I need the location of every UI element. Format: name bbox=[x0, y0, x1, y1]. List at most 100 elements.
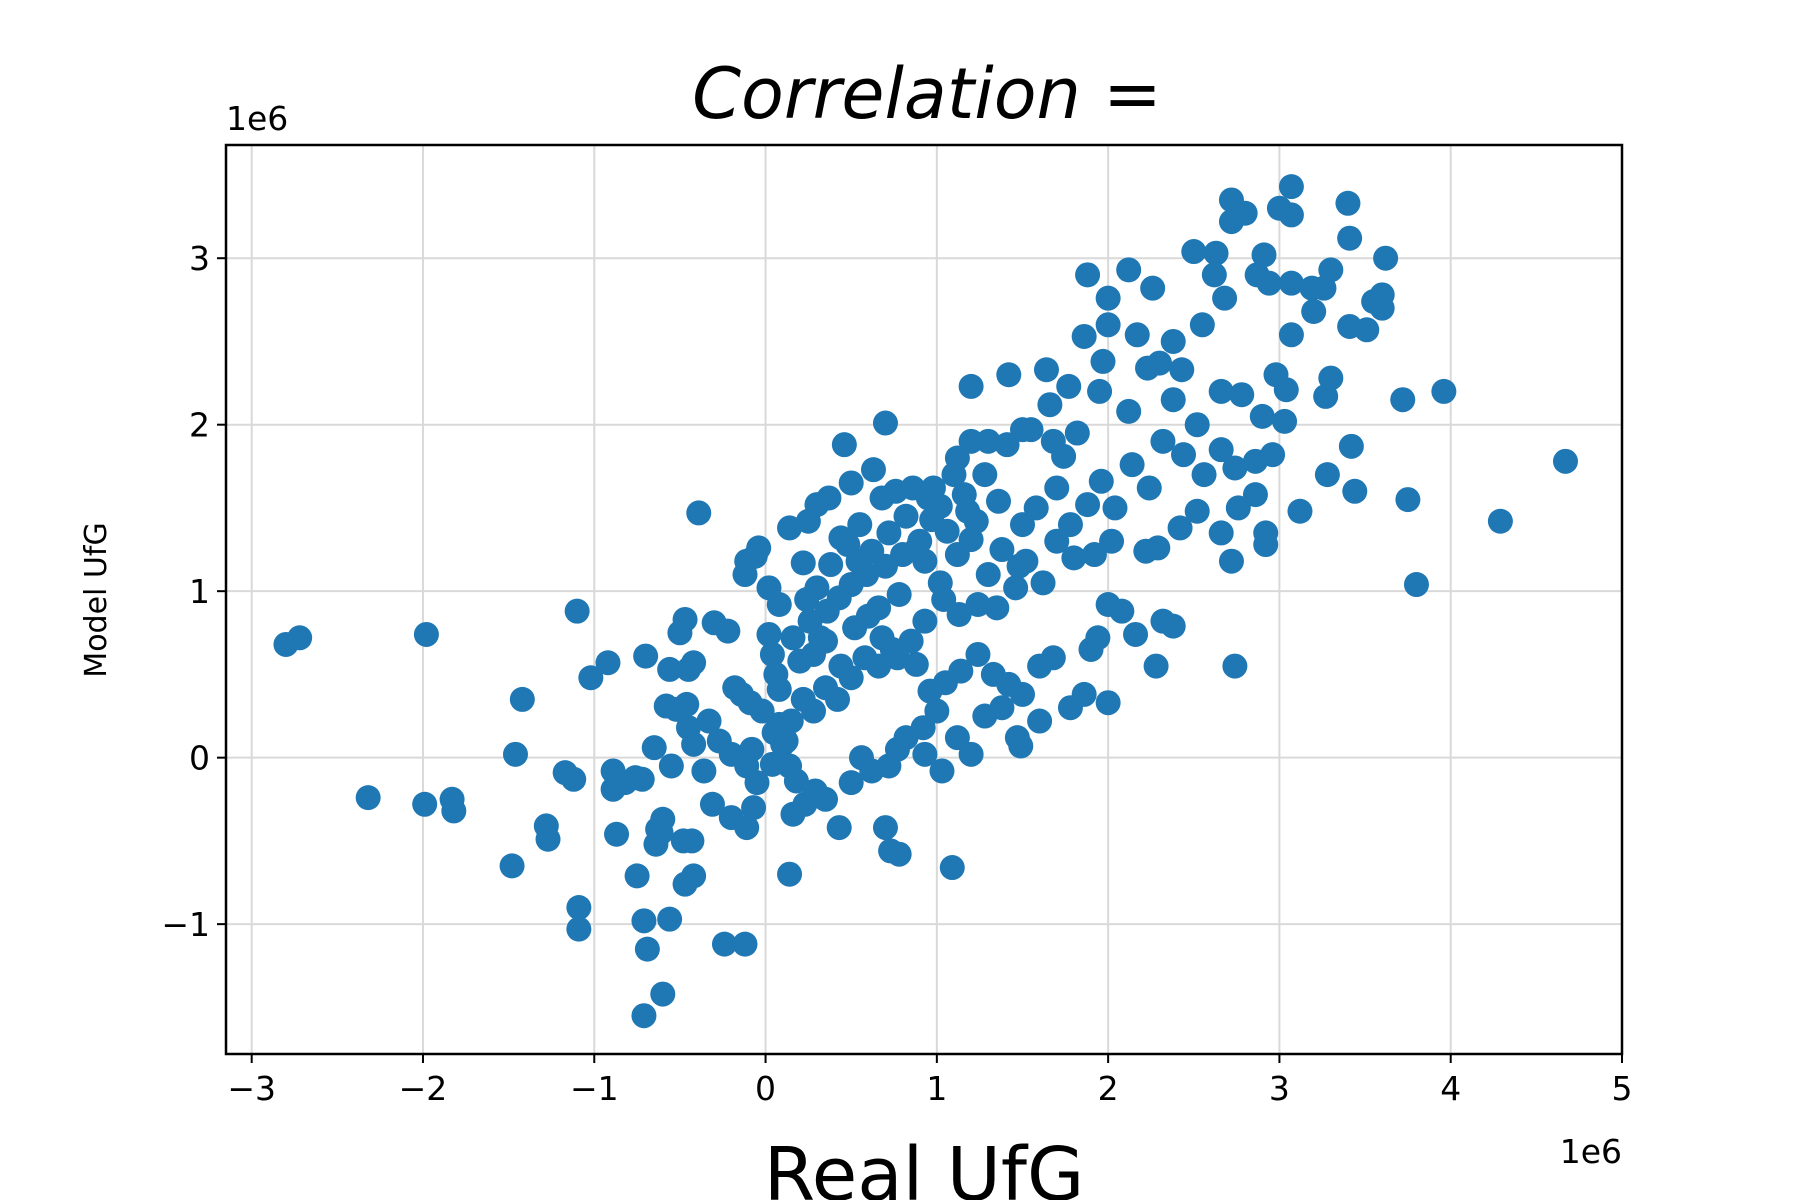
data-point bbox=[657, 906, 683, 932]
data-point bbox=[1184, 498, 1210, 524]
data-point bbox=[1256, 270, 1282, 296]
data-point bbox=[1160, 328, 1186, 354]
data-point bbox=[1169, 357, 1195, 383]
data-point bbox=[1085, 625, 1111, 651]
data-point bbox=[1208, 378, 1234, 404]
data-point bbox=[681, 863, 707, 889]
data-point bbox=[1081, 542, 1107, 568]
data-point bbox=[1253, 520, 1279, 546]
data-point bbox=[650, 981, 676, 1007]
x-tick-label: 5 bbox=[1612, 1069, 1633, 1108]
axis-ticks: −3 −2 −1 0 1 2 3 4 5 −1 0 1 2 3 bbox=[161, 239, 1632, 1108]
data-point bbox=[502, 741, 528, 767]
data-point bbox=[1189, 312, 1215, 338]
data-point bbox=[1071, 681, 1097, 707]
x-tick-label: 2 bbox=[1098, 1069, 1119, 1108]
data-point bbox=[958, 373, 984, 399]
data-point bbox=[946, 601, 972, 627]
data-point bbox=[1314, 462, 1340, 488]
data-point bbox=[1075, 492, 1101, 518]
grid-lines bbox=[226, 145, 1623, 1054]
data-point bbox=[699, 791, 725, 817]
data-point bbox=[561, 766, 587, 792]
data-point bbox=[1337, 225, 1363, 251]
data-point bbox=[924, 698, 950, 724]
data-point bbox=[1095, 690, 1121, 716]
data-point bbox=[1373, 245, 1399, 271]
data-point bbox=[566, 916, 592, 942]
y-axis-label: Model UfG bbox=[79, 522, 114, 677]
data-point bbox=[919, 507, 945, 533]
data-point bbox=[903, 651, 929, 677]
data-point bbox=[1201, 262, 1227, 288]
data-point bbox=[986, 488, 1012, 514]
data-point bbox=[1335, 190, 1361, 216]
data-point bbox=[884, 645, 910, 671]
data-point bbox=[807, 625, 833, 651]
data-point bbox=[1278, 270, 1304, 296]
data-point bbox=[1044, 528, 1070, 554]
data-point bbox=[876, 520, 902, 546]
data-point bbox=[958, 741, 984, 767]
data-point bbox=[412, 791, 438, 817]
data-point bbox=[1278, 202, 1304, 228]
data-point bbox=[828, 525, 854, 551]
data-point bbox=[852, 645, 878, 671]
data-point bbox=[1260, 442, 1286, 468]
data-point bbox=[1369, 295, 1395, 321]
data-point bbox=[783, 768, 809, 794]
data-points bbox=[273, 174, 1578, 1029]
data-point bbox=[1218, 548, 1244, 574]
data-point bbox=[773, 728, 799, 754]
data-point bbox=[631, 1003, 657, 1029]
data-point bbox=[944, 725, 970, 751]
data-point bbox=[734, 815, 760, 841]
data-point bbox=[744, 770, 770, 796]
data-point bbox=[1030, 570, 1056, 596]
data-point bbox=[658, 753, 684, 779]
data-point bbox=[1487, 508, 1513, 534]
data-point bbox=[756, 575, 782, 601]
data-point bbox=[535, 826, 561, 852]
data-point bbox=[1354, 317, 1380, 343]
data-point bbox=[838, 470, 864, 496]
data-point bbox=[1040, 645, 1066, 671]
data-point bbox=[681, 650, 707, 676]
data-point bbox=[1143, 653, 1169, 679]
data-point bbox=[629, 766, 655, 792]
data-point bbox=[1225, 495, 1251, 521]
data-point bbox=[287, 625, 313, 651]
data-point bbox=[1390, 387, 1416, 413]
data-point bbox=[1395, 487, 1421, 513]
data-point bbox=[1184, 412, 1210, 438]
data-point bbox=[739, 736, 765, 762]
data-point bbox=[1123, 621, 1149, 647]
data-point bbox=[1009, 512, 1035, 538]
data-point bbox=[756, 621, 782, 647]
data-point bbox=[766, 676, 792, 702]
data-point bbox=[650, 806, 676, 832]
data-point bbox=[1278, 322, 1304, 348]
data-point bbox=[1278, 174, 1304, 200]
data-point bbox=[759, 641, 785, 667]
data-point bbox=[741, 795, 767, 821]
data-point bbox=[1061, 545, 1087, 571]
data-point bbox=[566, 894, 592, 920]
data-point bbox=[869, 625, 895, 651]
data-point bbox=[984, 595, 1010, 621]
data-point bbox=[838, 770, 864, 796]
data-point bbox=[965, 591, 991, 617]
data-point bbox=[912, 608, 938, 634]
data-point bbox=[1116, 257, 1142, 283]
data-point bbox=[1338, 433, 1364, 459]
data-point bbox=[1099, 528, 1125, 554]
data-point bbox=[672, 606, 698, 632]
data-point bbox=[1242, 482, 1268, 508]
data-point bbox=[1212, 285, 1238, 311]
data-point bbox=[831, 432, 857, 458]
data-point bbox=[826, 815, 852, 841]
x-tick-label: 3 bbox=[1269, 1069, 1290, 1108]
data-point bbox=[413, 621, 439, 647]
data-point bbox=[989, 537, 1015, 563]
data-point bbox=[1160, 613, 1186, 639]
